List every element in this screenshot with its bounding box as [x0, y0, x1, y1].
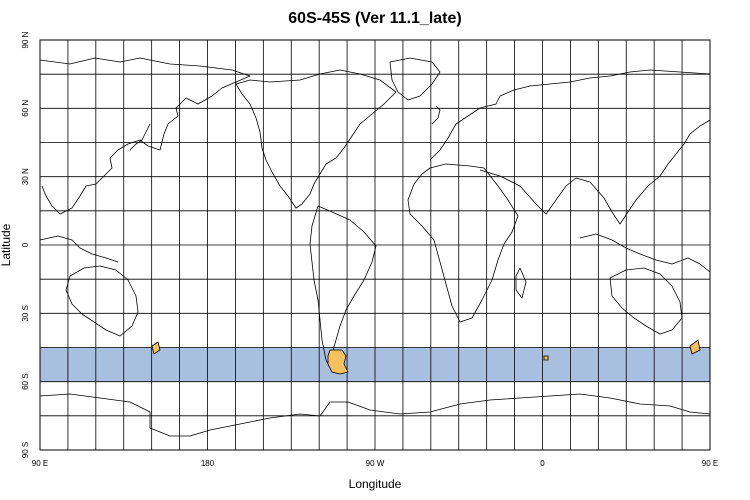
coastline-australia: [65, 265, 139, 337]
coastline-british-isles: [431, 105, 441, 125]
land-in-band-kerguelen: [543, 355, 549, 361]
coastline-australia-east: [609, 267, 683, 335]
land-in-band-new-zealand-west: [151, 341, 161, 355]
x-tick-label: 0: [540, 459, 545, 468]
y-tick-label: 90 S: [21, 442, 30, 458]
y-tick-label: 90 N: [21, 31, 30, 48]
coastline-antarctica: [39, 393, 711, 437]
coastline-indonesia-east: [579, 233, 711, 273]
coastline-madagascar: [515, 267, 527, 299]
y-tick-label: 60 N: [21, 100, 30, 117]
x-tick-label: 90 E: [32, 459, 48, 468]
land-in-band-patagonia: [327, 349, 349, 375]
x-axis-label: Longitude: [349, 477, 402, 491]
land-in-band-new-zealand-east: [689, 339, 701, 355]
coastline-indonesia-west: [39, 235, 119, 263]
coastline-south-america: [309, 205, 377, 369]
y-tick-label: 60 S: [21, 373, 30, 389]
x-tick-label: 90 W: [366, 459, 385, 468]
coastline-eurasia: [39, 57, 251, 215]
coastline-europe-asia-east: [429, 69, 711, 161]
coastline-asia-south: [479, 119, 711, 225]
map-title: 60S-45S (Ver 11.1_late): [288, 10, 462, 27]
coastline-greenland: [389, 57, 441, 101]
y-tick-label: 30 N: [21, 168, 30, 185]
coastline-north-america: [235, 69, 397, 209]
coastline-africa: [407, 163, 519, 323]
x-tick-label: 180: [201, 459, 215, 468]
y-tick-label: 0: [21, 242, 30, 247]
y-tick-label: 30 S: [21, 305, 30, 321]
coastline-japan: [129, 123, 151, 151]
y-axis-label: Latitude: [0, 223, 13, 266]
x-tick-label: 90 E: [702, 459, 718, 468]
